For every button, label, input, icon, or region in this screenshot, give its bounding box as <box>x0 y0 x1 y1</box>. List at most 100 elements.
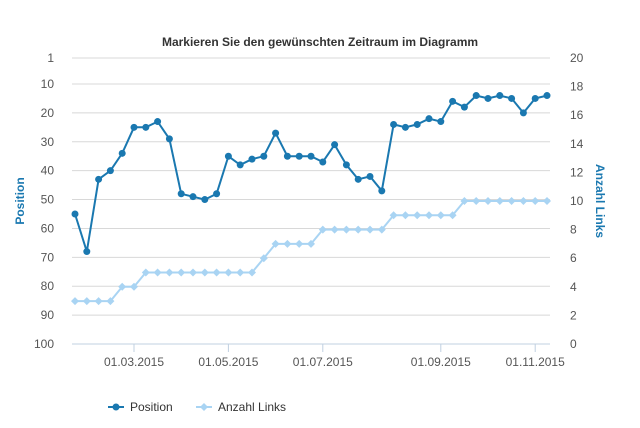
data-point[interactable] <box>484 94 492 102</box>
data-point[interactable] <box>106 297 115 306</box>
data-point[interactable] <box>83 248 91 256</box>
left-tick-label: 1 <box>47 51 54 65</box>
data-point[interactable] <box>236 268 245 277</box>
data-point[interactable] <box>413 120 421 128</box>
data-point[interactable] <box>318 225 327 234</box>
data-point[interactable] <box>366 172 374 180</box>
data-point[interactable] <box>200 268 209 277</box>
data-point[interactable] <box>248 155 256 163</box>
data-point[interactable] <box>141 268 150 277</box>
data-point[interactable] <box>425 115 433 123</box>
data-point[interactable] <box>118 282 127 291</box>
legend-marker <box>200 403 208 411</box>
data-point[interactable] <box>331 141 339 149</box>
data-point[interactable] <box>82 297 91 306</box>
data-point[interactable] <box>165 268 174 277</box>
data-point[interactable] <box>390 120 398 128</box>
data-point[interactable] <box>472 197 481 205</box>
data-point[interactable] <box>272 129 280 137</box>
data-point[interactable] <box>189 193 197 201</box>
data-point[interactable] <box>95 175 103 183</box>
data-point[interactable] <box>330 225 339 234</box>
data-point[interactable] <box>401 211 410 220</box>
legend-item-position[interactable]: Position <box>108 400 173 414</box>
left-tick-label: 10 <box>41 77 55 91</box>
data-point[interactable] <box>342 225 351 234</box>
data-point[interactable] <box>495 197 504 205</box>
data-point[interactable] <box>248 268 256 277</box>
data-point[interactable] <box>496 92 504 100</box>
data-point[interactable] <box>425 211 433 220</box>
data-point[interactable] <box>177 268 186 277</box>
data-point[interactable] <box>94 297 103 306</box>
x-tick-label: 01.07.2015 <box>293 355 353 369</box>
data-point[interactable] <box>449 97 457 105</box>
legend-label: Position <box>130 400 173 414</box>
data-point[interactable] <box>389 211 398 220</box>
data-point[interactable] <box>307 152 315 160</box>
data-point[interactable] <box>271 239 280 248</box>
data-point[interactable] <box>366 225 374 234</box>
data-point[interactable] <box>153 268 162 277</box>
data-point[interactable] <box>283 239 292 248</box>
data-point[interactable] <box>531 94 539 102</box>
right-axis-ticks: 0 2 4 6 8 10 12 14 16 18 20 <box>570 51 584 351</box>
data-point[interactable] <box>519 197 528 205</box>
data-point[interactable] <box>342 161 350 169</box>
data-point[interactable] <box>307 239 315 248</box>
right-tick-label: 8 <box>570 223 577 237</box>
data-point[interactable] <box>283 152 291 160</box>
data-point[interactable] <box>448 211 457 220</box>
data-point[interactable] <box>484 197 492 205</box>
data-point[interactable] <box>236 161 244 169</box>
data-point[interactable] <box>543 92 551 100</box>
data-point[interactable] <box>472 92 480 100</box>
data-point[interactable] <box>437 118 445 126</box>
data-point[interactable] <box>295 239 304 248</box>
data-point[interactable] <box>460 197 469 205</box>
right-tick-label: 20 <box>570 51 584 65</box>
left-tick-label: 60 <box>41 221 55 235</box>
data-point[interactable] <box>106 167 114 175</box>
data-point[interactable] <box>259 254 268 263</box>
legend-item-anzahl-links[interactable]: Anzahl Links <box>196 400 286 414</box>
data-point[interactable] <box>130 123 138 131</box>
data-point[interactable] <box>354 175 362 183</box>
right-tick-label: 12 <box>570 165 584 179</box>
data-point[interactable] <box>401 123 409 131</box>
data-point[interactable] <box>165 135 173 143</box>
data-point[interactable] <box>436 211 445 220</box>
data-point[interactable] <box>354 225 363 234</box>
data-point[interactable] <box>142 123 150 131</box>
series-position <box>71 92 551 256</box>
data-point[interactable] <box>543 197 551 205</box>
data-point[interactable] <box>519 109 527 117</box>
data-point[interactable] <box>213 190 221 198</box>
data-point[interactable] <box>508 94 516 102</box>
data-point[interactable] <box>507 197 516 205</box>
data-point[interactable] <box>378 187 386 195</box>
data-point[interactable] <box>260 152 268 160</box>
series-anzahl-links <box>71 197 551 306</box>
plot-area[interactable] <box>71 92 551 306</box>
data-point[interactable] <box>295 152 303 160</box>
data-point[interactable] <box>71 297 79 306</box>
data-point[interactable] <box>201 196 209 204</box>
data-point[interactable] <box>71 210 79 218</box>
right-tick-label: 0 <box>570 337 577 351</box>
data-point[interactable] <box>212 268 221 277</box>
data-point[interactable] <box>460 103 468 111</box>
data-point[interactable] <box>319 158 327 166</box>
data-point[interactable] <box>118 149 126 157</box>
data-point[interactable] <box>377 225 386 234</box>
data-point[interactable] <box>224 268 233 277</box>
data-point[interactable] <box>130 282 138 291</box>
data-point[interactable] <box>413 211 422 220</box>
data-point[interactable] <box>189 268 197 277</box>
data-point[interactable] <box>224 152 232 160</box>
data-point[interactable] <box>531 197 540 205</box>
data-point[interactable] <box>154 118 162 126</box>
right-tick-label: 18 <box>570 80 584 94</box>
data-point[interactable] <box>177 190 185 198</box>
